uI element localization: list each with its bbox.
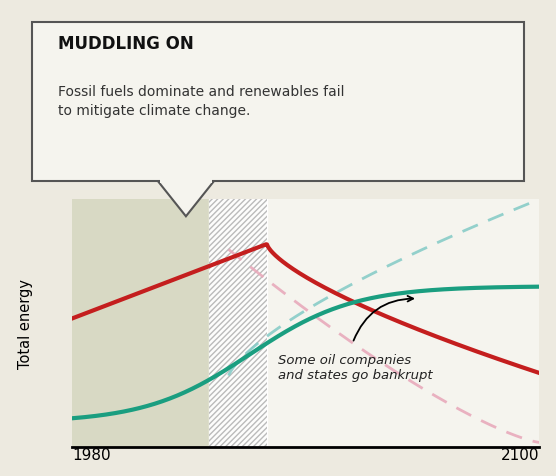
Bar <box>208 200 267 447</box>
Text: 2100: 2100 <box>501 447 539 462</box>
Text: 1980: 1980 <box>72 447 111 462</box>
Bar <box>160 173 211 183</box>
Text: Fossil fuels dominate and renewables fail
to mitigate climate change.: Fossil fuels dominate and renewables fai… <box>58 85 345 118</box>
Bar <box>208 200 267 447</box>
Polygon shape <box>158 182 214 217</box>
Bar <box>72 200 208 447</box>
Text: MUDDLING ON: MUDDLING ON <box>58 35 194 53</box>
FancyBboxPatch shape <box>32 23 524 182</box>
Text: Total energy: Total energy <box>18 279 33 368</box>
Text: Some oil companies
and states go bankrupt: Some oil companies and states go bankrup… <box>278 353 433 381</box>
